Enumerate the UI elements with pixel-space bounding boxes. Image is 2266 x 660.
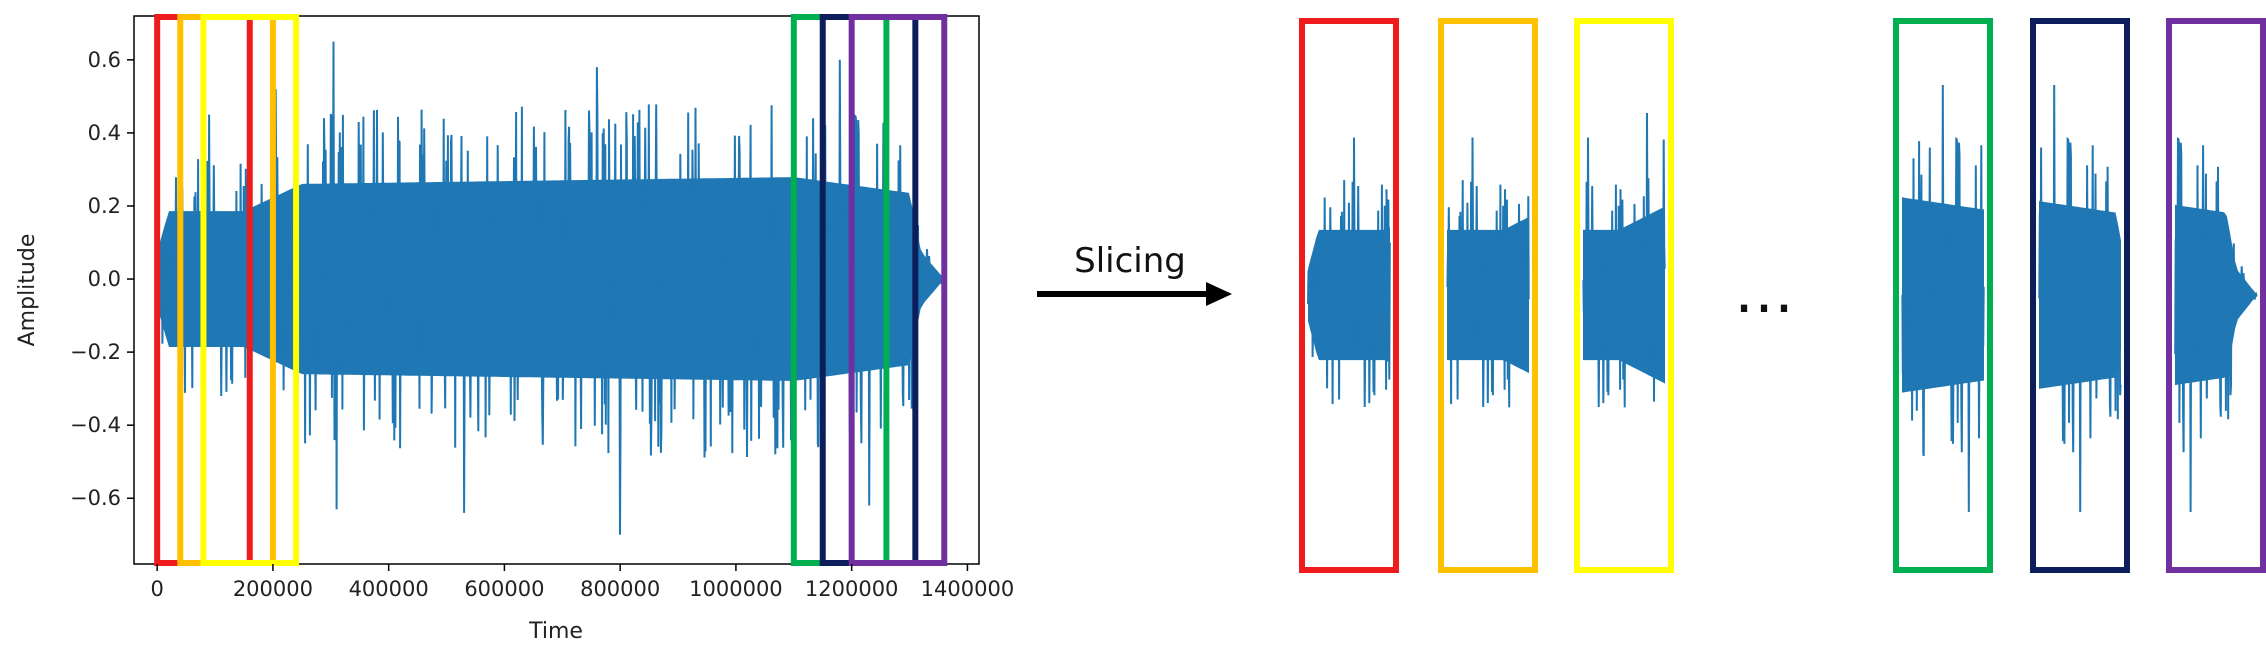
slice-orange <box>1438 18 1538 573</box>
y-tick-label: −0.2 <box>70 340 121 364</box>
x-tick-label: 1000000 <box>689 577 783 601</box>
slice-waveform-line <box>1582 112 1666 408</box>
slice-frame <box>1299 18 1399 573</box>
arrow-head <box>1206 282 1232 306</box>
y-axis-label: Amplitude <box>15 234 40 347</box>
slice-window-yellow <box>200 14 300 566</box>
x-tick-label: 800000 <box>580 577 660 601</box>
x-tick-label: 600000 <box>464 577 544 601</box>
slice-waveform-line <box>2174 137 2258 513</box>
slice-waveform-line <box>2038 84 2122 513</box>
slice-frame <box>1574 18 1674 573</box>
x-tick-label: 1200000 <box>805 577 899 601</box>
x-axis-label: Time <box>528 619 583 644</box>
slice-yellow <box>1574 18 1674 573</box>
y-axis-ticks: 0.6 0.4 0.2 0.0 −0.2 −0.4 −0.6 <box>70 48 134 510</box>
slice-green <box>1893 18 1993 573</box>
x-tick-label: 200000 <box>233 577 313 601</box>
x-axis-ticks: 0 200000 400000 600000 800000 1000000 1200000 1… <box>150 564 1014 601</box>
waveform-series <box>156 41 945 535</box>
slice-window-overlays <box>154 14 948 566</box>
slice-frame <box>2166 18 2266 573</box>
slice-waveform-line <box>1446 137 1530 408</box>
y-tick-label: −0.6 <box>70 486 121 510</box>
plot-frame <box>133 15 980 565</box>
slice-window-purple <box>848 14 948 566</box>
waveform-plot: 0 200000 400000 600000 800000 1000000 1200000 1… <box>15 14 1014 644</box>
x-tick-label: 0 <box>150 577 163 601</box>
x-tick-label: 1400000 <box>921 577 1015 601</box>
slice-waveform-line <box>1901 84 1985 513</box>
slice-purple <box>2166 18 2266 573</box>
y-tick-label: 0.2 <box>88 194 121 218</box>
slice-frame <box>1893 18 1993 573</box>
ellipsis: … <box>1734 257 1794 327</box>
slicing-arrow: Slicing <box>1037 241 1232 306</box>
slice-frame <box>2030 18 2130 573</box>
arrow-label: Slicing <box>1074 241 1186 281</box>
x-tick-label: 400000 <box>349 577 429 601</box>
y-tick-label: 0.4 <box>88 121 121 145</box>
slice-navy <box>2030 18 2130 573</box>
slice-frame <box>1438 18 1538 573</box>
sliced-segments <box>1299 18 2266 573</box>
slice-waveform-line <box>1307 137 1391 408</box>
y-tick-label: 0.6 <box>88 48 121 72</box>
slice-red <box>1299 18 1399 573</box>
y-tick-label: −0.4 <box>70 413 121 437</box>
y-tick-label: 0.0 <box>88 267 121 291</box>
waveform-line <box>156 41 945 535</box>
